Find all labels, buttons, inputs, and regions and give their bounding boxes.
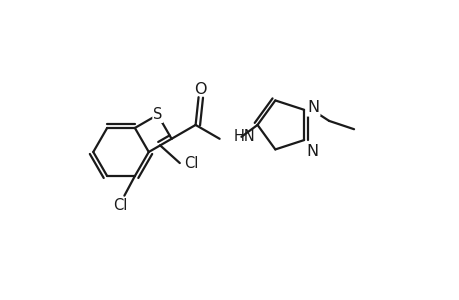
Text: Cl: Cl <box>184 155 198 170</box>
Text: HN: HN <box>233 129 255 144</box>
Text: O: O <box>194 82 207 97</box>
Text: N: N <box>305 144 318 159</box>
Text: Cl: Cl <box>113 198 127 213</box>
Text: N: N <box>307 100 319 115</box>
Text: S: S <box>153 107 162 122</box>
